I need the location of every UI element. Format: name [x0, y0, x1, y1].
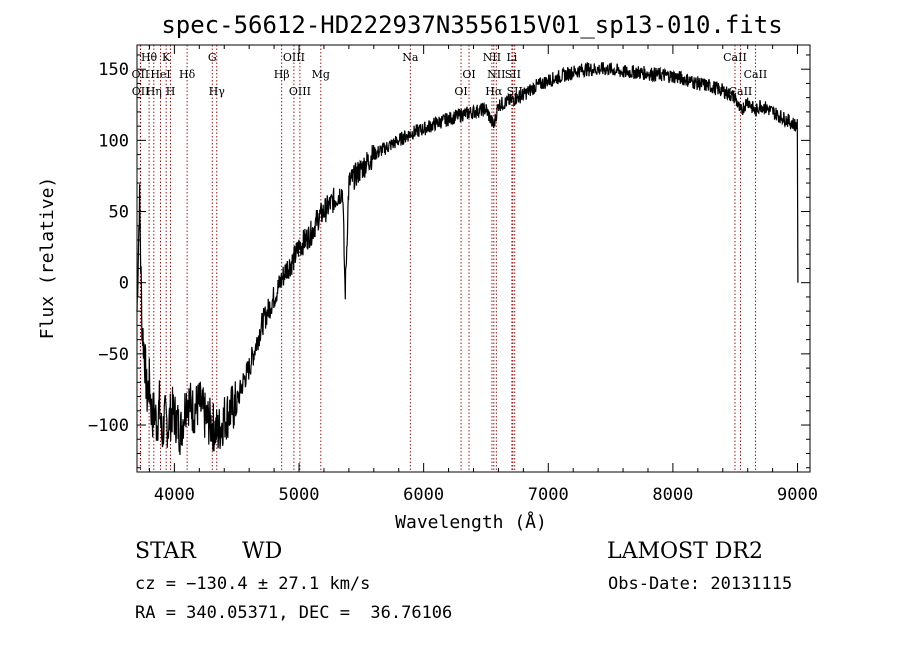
- redshift-info: cz = −130.4 ± 27.1 km/s: [135, 574, 371, 594]
- spectral-marker-label: Hα: [485, 85, 503, 98]
- spectral-marker-label: OIII: [283, 51, 305, 64]
- spectral-marker-label: NII: [483, 51, 501, 64]
- x-tick-label: 8000: [652, 485, 693, 505]
- x-tick-label: 9000: [777, 485, 818, 505]
- coordinates-info: RA = 340.05371, DEC = 36.76106: [135, 603, 453, 623]
- y-tick-label: 150: [98, 60, 129, 80]
- spectral-marker-label: G: [208, 51, 217, 64]
- y-tick-label: 0: [119, 274, 129, 294]
- y-tick-label: −100: [88, 416, 129, 436]
- spectral-marker-label: OII: [132, 68, 150, 81]
- spectral-marker-label: Hγ: [209, 85, 226, 98]
- spectrum-line: [136, 62, 799, 455]
- object-subclass: WD: [242, 539, 283, 564]
- spectral-marker-label: K: [162, 51, 171, 64]
- y-tick-label: 50: [109, 203, 129, 223]
- y-axis-ticks: −100 −50 0 50 100 150: [88, 54, 810, 469]
- spectral-marker-label: CaII: [729, 85, 753, 98]
- spectral-marker-label: SII: [505, 68, 521, 81]
- y-axis-label: Flux (relative): [37, 177, 58, 340]
- spectral-marker-label: NII: [487, 68, 505, 81]
- spectral-marker-label: H: [166, 85, 176, 98]
- spectral-marker-label: Mg: [312, 68, 330, 81]
- spectral-marker-label: Hβ: [274, 68, 290, 81]
- object-class: STAR: [135, 539, 196, 564]
- x-tick-label: 4000: [154, 485, 195, 505]
- x-tick-label: 7000: [528, 485, 569, 505]
- spectral-marker-label: CaII: [723, 51, 747, 64]
- spectral-marker-label: OI: [454, 85, 467, 98]
- spectral-marker-label: Na: [402, 51, 419, 64]
- spectral-marker-label: Hδ: [179, 68, 196, 81]
- spectral-marker-label: Li: [506, 51, 517, 64]
- y-tick-label: −50: [98, 345, 129, 365]
- spectral-marker-label: HeI: [150, 68, 170, 81]
- y-tick-label: 100: [98, 131, 129, 151]
- spectral-marker-label: OIII: [289, 85, 311, 98]
- spectral-marker-label: CaII: [744, 68, 768, 81]
- x-tick-label: 5000: [279, 485, 320, 505]
- spectral-marker-label: OII: [132, 85, 150, 98]
- x-axis-ticks: 4000 5000 6000 7000 8000 9000: [148, 45, 818, 505]
- observation-date: Obs-Date: 20131115: [608, 574, 793, 594]
- x-tick-label: 6000: [403, 485, 444, 505]
- survey-name: LAMOST DR2: [607, 539, 763, 564]
- spectral-marker-label: Hθ: [141, 51, 158, 64]
- x-axis-label: Wavelength (Å): [395, 511, 547, 533]
- spectral-marker-label: OI: [462, 68, 475, 81]
- spectral-marker-label: Hη: [146, 85, 162, 98]
- chart-title: spec-56612-HD222937N355615V01_sp13-010.f…: [161, 11, 782, 39]
